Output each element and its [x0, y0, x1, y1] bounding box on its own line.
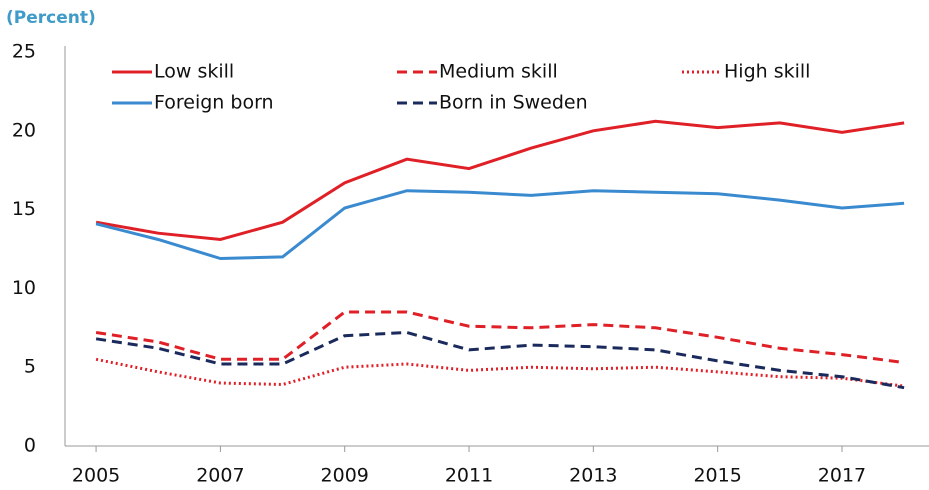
y-tick-label: 15: [12, 198, 36, 220]
y-tick-label: 25: [12, 41, 36, 63]
legend-label: Low skill: [154, 61, 234, 83]
y-tick-label: 0: [24, 435, 36, 457]
chart-subtitle: (Percent): [6, 8, 96, 28]
y-tick-label: 5: [24, 356, 36, 378]
series-line: [95, 119, 905, 242]
legend-label: Born in Sweden: [439, 92, 588, 114]
series-line: [95, 189, 905, 261]
y-tick-label: 10: [12, 277, 36, 299]
x-tick-label: 2007: [196, 465, 244, 487]
series-line: [95, 357, 905, 388]
x-tick-label: 2013: [569, 465, 617, 487]
x-tick-label: 2011: [445, 465, 493, 487]
x-tick-label: 2015: [693, 465, 741, 487]
legend-label: Foreign born: [154, 92, 274, 114]
legend-label: Medium skill: [439, 61, 558, 83]
series-line: [95, 330, 905, 390]
x-tick-label: 2009: [321, 465, 369, 487]
legend-label: High skill: [724, 61, 810, 83]
x-tick-label: 2017: [818, 465, 866, 487]
y-tick-label: 20: [12, 119, 36, 141]
series-line: [95, 310, 905, 364]
x-tick-label: 2005: [72, 465, 120, 487]
